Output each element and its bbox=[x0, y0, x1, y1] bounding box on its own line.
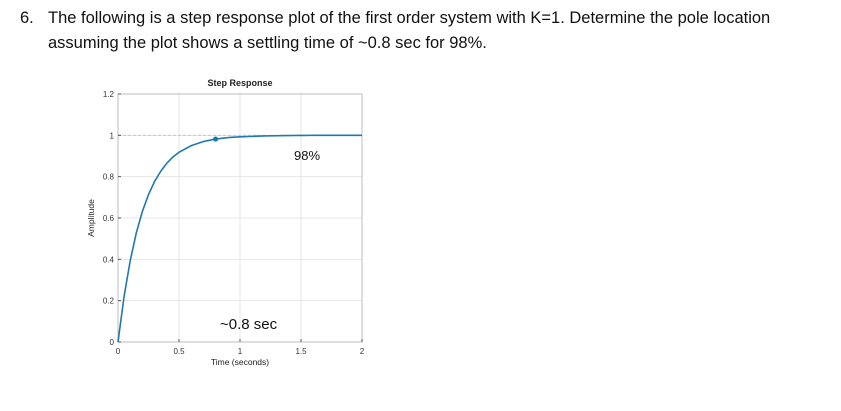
x-tick-label: 0.5 bbox=[173, 347, 185, 356]
y-tick-label: 1 bbox=[110, 131, 115, 140]
y-tick-label: 0.2 bbox=[103, 297, 115, 306]
y-tick-label: 0 bbox=[110, 338, 115, 347]
y-tick-label: 0.4 bbox=[103, 255, 115, 264]
x-tick-label: 1.5 bbox=[295, 347, 307, 356]
y-axis-label: Amplitude bbox=[86, 199, 96, 237]
step-response-line bbox=[117, 134, 362, 343]
settling-percent-annotation: 98% bbox=[294, 148, 321, 163]
question-text: The following is a step response plot of… bbox=[48, 9, 771, 52]
y-tick-label: 1.2 bbox=[103, 90, 115, 99]
x-tick-label: 2 bbox=[360, 347, 365, 356]
settling-time-annotation: ~0.8 sec bbox=[220, 316, 278, 333]
x-tick-label: 0 bbox=[116, 347, 121, 356]
step-response-figure: 0 0.5 1 1.5 2 0 0.2 0.4 0.6 0.8 1 1.2 Step Response T… bbox=[80, 70, 380, 370]
x-tick-label: 1 bbox=[238, 347, 243, 356]
y-tick-label: 0.6 bbox=[103, 214, 115, 223]
step-response-chart: 0 0.5 1 1.5 2 0 0.2 0.4 0.6 0.8 1 1.2 Step Response T… bbox=[86, 78, 365, 367]
settling-point-marker bbox=[213, 136, 219, 142]
y-tick-label: 0.8 bbox=[103, 173, 115, 182]
x-axis-label: Time (seconds) bbox=[211, 357, 269, 367]
chart-title: Step Response bbox=[207, 78, 272, 88]
question-number: 6. bbox=[20, 9, 34, 27]
